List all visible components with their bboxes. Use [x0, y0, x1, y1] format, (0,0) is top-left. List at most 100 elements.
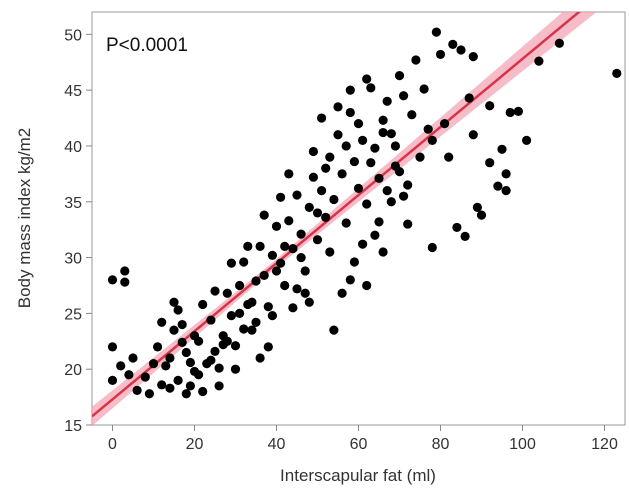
data-point	[427, 135, 437, 145]
plot-frame	[91, 11, 626, 426]
data-point	[419, 84, 429, 94]
data-point	[378, 115, 388, 125]
data-point	[456, 45, 466, 55]
data-point	[378, 247, 388, 257]
data-point	[255, 241, 265, 252]
data-point	[472, 202, 482, 212]
data-point	[153, 342, 163, 352]
data-point	[296, 252, 306, 263]
data-point	[235, 308, 245, 318]
data-point	[325, 247, 335, 257]
data-point	[251, 317, 261, 327]
data-point	[513, 106, 524, 116]
data-point	[370, 143, 380, 153]
data-point	[358, 239, 368, 249]
data-point	[173, 375, 183, 385]
data-point	[276, 192, 286, 202]
data-point	[386, 129, 396, 139]
y-axis: 15 20 25 30 35 40 45 50	[64, 27, 92, 435]
data-point	[353, 119, 364, 129]
data-point	[116, 361, 126, 371]
data-point	[239, 324, 249, 334]
data-point	[210, 286, 220, 296]
data-point	[427, 242, 437, 253]
data-point	[493, 181, 503, 191]
data-point	[403, 180, 413, 190]
data-point	[468, 52, 478, 62]
data-point	[370, 230, 380, 240]
data-point	[394, 167, 405, 177]
data-point	[497, 144, 507, 154]
y-tick-label: 15	[64, 418, 82, 435]
data-point	[292, 190, 302, 200]
data-point	[415, 152, 425, 162]
data-point	[161, 361, 171, 371]
data-point	[247, 297, 257, 307]
data-point	[267, 311, 277, 321]
data-point	[292, 284, 302, 294]
data-point	[263, 342, 273, 352]
data-point	[148, 359, 159, 369]
data-point	[394, 71, 405, 81]
x-tick-label: 20	[186, 436, 204, 453]
data-point	[280, 280, 290, 291]
data-point	[358, 135, 368, 145]
data-point	[120, 266, 130, 276]
data-point	[312, 235, 323, 245]
data-point	[444, 152, 454, 162]
data-point	[271, 266, 282, 276]
data-point	[349, 257, 359, 267]
y-tick-label: 45	[64, 83, 82, 100]
data-point	[185, 381, 195, 391]
data-point	[345, 275, 355, 285]
x-tick-label: 40	[268, 436, 286, 453]
data-point	[284, 216, 294, 226]
y-tick-label: 35	[64, 195, 82, 212]
x-tick-label: 80	[432, 436, 450, 453]
data-point	[522, 135, 532, 145]
data-point	[243, 241, 253, 252]
data-point	[181, 347, 191, 358]
data-point	[382, 96, 392, 106]
data-point	[271, 221, 282, 231]
data-point	[476, 210, 487, 220]
data-point	[124, 370, 134, 380]
data-point	[423, 124, 433, 134]
data-point	[501, 185, 511, 196]
y-tick-label: 25	[64, 306, 82, 323]
data-point	[317, 113, 327, 123]
y-tick-label: 40	[64, 139, 82, 156]
data-point	[177, 319, 187, 330]
data-point	[259, 270, 269, 281]
data-point	[239, 257, 249, 267]
data-point	[169, 325, 179, 335]
data-point	[362, 280, 372, 291]
data-point	[349, 156, 359, 167]
data-point	[206, 355, 216, 365]
data-point	[107, 342, 118, 352]
data-point	[485, 101, 495, 111]
data-point	[308, 146, 318, 157]
data-point	[325, 152, 335, 162]
data-point	[157, 317, 167, 327]
data-point	[505, 107, 515, 118]
data-point	[251, 276, 261, 286]
data-point	[235, 280, 245, 291]
data-point	[390, 141, 400, 151]
x-tick-label: 60	[350, 436, 368, 453]
data-point	[460, 231, 470, 241]
data-point	[411, 55, 421, 65]
data-point	[300, 288, 310, 298]
data-point	[206, 315, 216, 325]
data-point	[362, 74, 372, 84]
data-point	[329, 325, 339, 335]
data-point	[267, 250, 277, 260]
data-points	[107, 27, 622, 399]
data-point	[185, 357, 195, 368]
data-point	[165, 353, 175, 363]
data-point	[452, 222, 462, 233]
data-point	[468, 130, 478, 140]
data-point	[214, 381, 224, 391]
data-point	[181, 389, 191, 399]
